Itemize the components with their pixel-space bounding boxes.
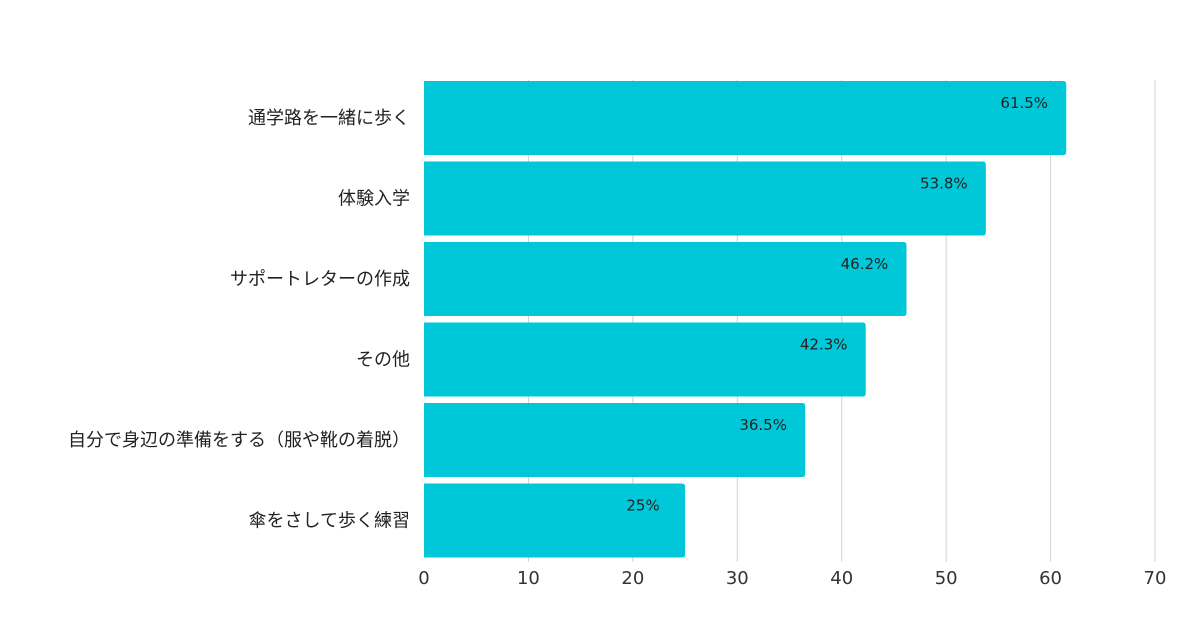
- category-label: その他: [356, 350, 410, 371]
- data-label: 61.5%: [1000, 94, 1048, 112]
- x-tick-label: 20: [621, 568, 644, 589]
- data-label: 36.5%: [739, 416, 787, 434]
- data-label: 53.8%: [920, 175, 968, 193]
- x-axis: 0 10 20 30 40 50 60 70: [418, 568, 1166, 589]
- bar: [424, 161, 986, 236]
- bar: [424, 242, 907, 316]
- bar: [424, 403, 806, 477]
- x-tick-label: 70: [1144, 568, 1167, 589]
- bar: [424, 322, 866, 397]
- x-tick-label: 50: [935, 568, 958, 589]
- x-tick-label: 60: [1039, 568, 1062, 589]
- category-label: サポートレターの作成: [230, 269, 410, 290]
- labels-layer: 通学路を一緒に歩く 61.5% 体験入学 53.8% サポートレターの作成 46.2% その…: [68, 94, 1048, 532]
- x-tick-label: 40: [830, 568, 853, 589]
- data-label: 46.2%: [841, 255, 889, 273]
- data-label: 42.3%: [800, 336, 848, 354]
- category-label: 傘をさして歩く練習: [249, 511, 410, 532]
- x-tick-label: 0: [418, 568, 429, 589]
- x-tick-label: 30: [726, 568, 749, 589]
- category-label: 通学路を一緒に歩く: [248, 108, 410, 129]
- x-tick-label: 10: [517, 568, 540, 589]
- data-label: 25%: [626, 497, 659, 515]
- bar: [424, 81, 1067, 155]
- bar: [424, 483, 686, 558]
- category-label: 自分で身辺の準備をする（服や靴の着脱）: [68, 430, 410, 451]
- grid-layer: [527, 80, 1156, 562]
- category-label: 体験入学: [338, 189, 410, 210]
- bars-layer: [424, 81, 1067, 558]
